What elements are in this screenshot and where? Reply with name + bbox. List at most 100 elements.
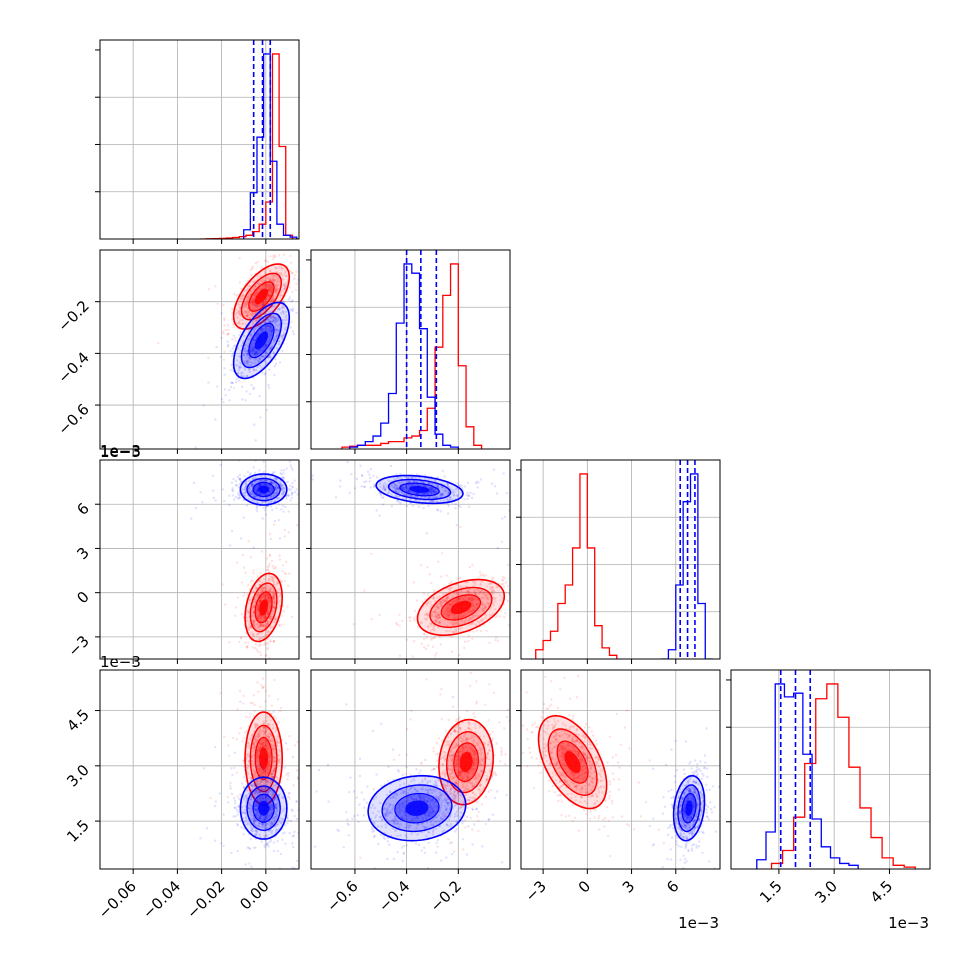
- scatter-point: [428, 573, 431, 576]
- scatter-point: [251, 313, 254, 316]
- scatter-point: [506, 563, 509, 566]
- scatter-point: [272, 254, 275, 258]
- scatter-point: [226, 324, 230, 327]
- scatter-point: [339, 443, 341, 445]
- scatter-point: [343, 296, 345, 298]
- scatter-point: [235, 311, 238, 314]
- scatter-point: [232, 334, 235, 337]
- scatter-point: [252, 330, 255, 333]
- scatter-point: [238, 334, 241, 337]
- scatter-point: [288, 460, 292, 463]
- scatter-point: [264, 272, 267, 275]
- scatter-point: [263, 284, 266, 288]
- scatter-point: [267, 327, 270, 331]
- scatter-point: [257, 305, 260, 308]
- scatter-point: [243, 304, 246, 308]
- scatter-point: [224, 393, 227, 397]
- scatter-point: [440, 552, 444, 555]
- scatter-point: [237, 322, 240, 325]
- scatter-point: [285, 240, 287, 242]
- scatter-point: [305, 319, 307, 321]
- scatter-point: [241, 554, 245, 557]
- scatter-point: [365, 480, 368, 483]
- scatter-point: [273, 682, 275, 684]
- scatter-point: [223, 499, 226, 503]
- scatter-point: [231, 487, 234, 490]
- scatter-point: [268, 532, 272, 536]
- scatter-point: [272, 280, 275, 284]
- scatter-point: [252, 300, 255, 304]
- scatter-point: [280, 266, 283, 270]
- scatter-point: [212, 496, 215, 500]
- scatter-point: [284, 651, 286, 653]
- scatter-point: [319, 500, 321, 502]
- scatter-point: [272, 316, 275, 319]
- scatter-point: [256, 352, 259, 355]
- scatter-point: [284, 272, 287, 275]
- scatter-point: [252, 387, 255, 391]
- scatter-point: [245, 310, 248, 313]
- scatter-point: [277, 342, 281, 346]
- scatter-point: [263, 346, 267, 350]
- scatter-point: [248, 367, 251, 371]
- scatter-point: [307, 567, 309, 569]
- scatter-point: [252, 369, 255, 372]
- scatter-point: [271, 278, 274, 281]
- scatter-point: [258, 331, 261, 334]
- scatter-point: [244, 301, 247, 304]
- scatter-point: [316, 620, 318, 622]
- scatter-point: [463, 646, 466, 650]
- scatter-point: [241, 322, 244, 326]
- scatter-point: [254, 327, 258, 330]
- scatter-point: [267, 293, 271, 296]
- scatter-point: [157, 342, 160, 345]
- scatter-point: [267, 285, 270, 288]
- y-tick-label: −0.4: [54, 348, 92, 386]
- scatter-point: [244, 305, 248, 309]
- scatter-point: [288, 296, 291, 299]
- scatter-point: [251, 662, 253, 664]
- scatter-point: [252, 572, 255, 575]
- scatter-point: [252, 286, 255, 290]
- scatter-point: [284, 274, 288, 278]
- scatter-point: [254, 471, 257, 474]
- scatter-point: [274, 316, 277, 320]
- scatter-point: [290, 493, 293, 496]
- scatter-point: [254, 294, 257, 297]
- scatter-point: [268, 287, 271, 290]
- scatter-point: [267, 283, 271, 287]
- scatter-point: [283, 285, 287, 289]
- scatter-point: [261, 330, 264, 333]
- scatter-point: [412, 616, 416, 620]
- scatter-panel-1-0: −0.6−0.4−0.2: [54, 193, 345, 454]
- scatter-point: [300, 566, 302, 568]
- scatter-point: [283, 306, 286, 309]
- scatter-point: [259, 304, 262, 307]
- scatter-point: [261, 355, 264, 358]
- scatter-point: [239, 478, 242, 481]
- scatter-point: [271, 314, 275, 317]
- scatter-point: [245, 504, 249, 507]
- scatter-point: [488, 641, 491, 645]
- scatter-point: [273, 316, 276, 319]
- scatter-point: [274, 318, 277, 321]
- scatter-point: [239, 297, 242, 300]
- histogram-series-0: [341, 263, 483, 449]
- scatter-point: [243, 731, 247, 734]
- scatter-point: [326, 193, 328, 195]
- scatter-point: [267, 564, 271, 567]
- scatter-point: [240, 287, 243, 291]
- scatter-point: [275, 329, 279, 332]
- scatter-point: [247, 310, 251, 313]
- scatter-point: [286, 480, 290, 483]
- scatter-point: [224, 328, 228, 332]
- scatter-point: [230, 381, 234, 384]
- scatter-point: [274, 266, 277, 270]
- scatter-point: [475, 629, 478, 632]
- scatter-point: [263, 312, 266, 315]
- scatter-point: [269, 278, 272, 282]
- scatter-point: [491, 577, 494, 581]
- scatter-point: [567, 595, 569, 597]
- scatter-point: [405, 505, 408, 508]
- scatter-point: [273, 523, 276, 526]
